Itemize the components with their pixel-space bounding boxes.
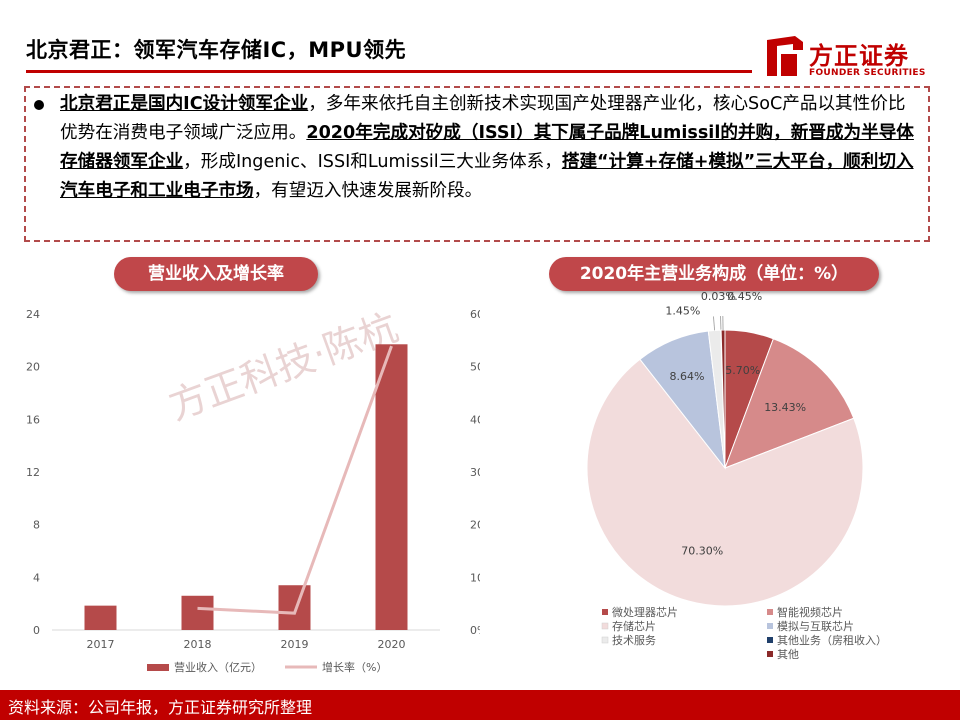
pie-data-label: 0.45% (727, 290, 762, 303)
y-right-tick-label: 400% (470, 413, 480, 426)
revenue-bar (181, 595, 214, 630)
revenue-growth-chart: 方正科技·陈杭048121620240%100%200%300%400%500%… (26, 305, 480, 674)
legend-label: 其他 (777, 648, 799, 661)
brand-logo: 方正证券 FOUNDER SECURITIES (767, 36, 937, 80)
x-tick-label: 2019 (281, 638, 309, 651)
legend-label: 模拟与互联芯片 (777, 619, 854, 633)
y-right-tick-label: 0% (470, 624, 480, 637)
summary-highlight: 北京君正是国内IC设计领军企业 (60, 94, 309, 114)
x-tick-label: 2020 (378, 638, 406, 651)
composition-chart-title: 2020年主营业务构成（单位：%） (549, 257, 879, 291)
summary-box (24, 86, 930, 242)
business-composition-pie: 5.70% 13.43% 70.30% 8.64% 1.45%0.03%0.45% 微处理… (586, 290, 887, 661)
pie-leader-line (713, 316, 715, 331)
pie-data-label: 13.43% (764, 401, 806, 414)
y-left-tick-label: 20 (26, 361, 40, 374)
legend-label: 技术服务 (612, 634, 656, 647)
pie-data-label: 70.30% (681, 544, 723, 557)
founder-logo-icon (767, 36, 803, 76)
x-tick-label: 2018 (184, 638, 212, 651)
pie-slice (724, 338, 855, 469)
summary-run: ，多年来依托自主创新技术实现国产处理器产业化，核心SoC产品以其性价比优势在消费… (60, 94, 906, 143)
legend-swatch-revenue (147, 664, 169, 671)
legend-label: 存储芯片 (612, 619, 656, 633)
y-right-tick-label: 500% (470, 361, 480, 374)
revenue-bar (375, 344, 408, 630)
y-right-tick-label: 600% (470, 308, 480, 321)
pie-slice (586, 358, 864, 607)
bullet-dot (34, 100, 44, 110)
footer-bar: 资料来源：公司年报，方正证券研究所整理 (0, 690, 960, 720)
title-divider (26, 70, 752, 73)
summary-run: ，形成Ingenic、ISSI和Lumissil三大业务体系， (183, 152, 562, 172)
pie-data-label: 0.03% (701, 290, 736, 303)
revenue-bar (84, 605, 117, 630)
y-left-tick-label: 4 (33, 571, 40, 584)
y-left-tick-label: 24 (26, 308, 40, 321)
pie-data-label: 8.64% (670, 370, 705, 383)
x-tick-label: 2017 (87, 638, 115, 651)
legend-swatch (601, 622, 609, 630)
y-right-tick-label: 300% (470, 466, 480, 479)
summary-highlight: 2020年完成对矽成（ISSI）其下属子品牌Lumissil的并购，新晋成为半导… (60, 123, 914, 172)
legend-swatch (767, 609, 773, 615)
legend-label-revenue: 营业收入（亿元） (174, 660, 262, 674)
y-right-tick-label: 200% (470, 519, 480, 532)
y-left-tick-label: 16 (26, 413, 40, 426)
revenue-bar (278, 585, 311, 630)
legend-swatch (767, 651, 773, 657)
legend-swatch (602, 609, 608, 615)
legend-label-growth: 增长率（%） (322, 660, 387, 674)
y-left-tick-label: 0 (33, 624, 40, 637)
brand-name-cn: 方正证券 (809, 42, 909, 70)
legend-swatch (767, 623, 773, 629)
y-left-tick-label: 8 (33, 519, 40, 532)
legend-label: 微处理器芯片 (612, 605, 678, 619)
pie-slice (720, 329, 726, 469)
legend-swatch (601, 636, 609, 644)
legend-label: 其他业务（房租收入） (777, 633, 887, 647)
revenue-chart-title: 营业收入及增长率 (114, 257, 318, 291)
legend-label: 智能视频芯片 (777, 605, 843, 619)
source-note: 资料来源：公司年报，方正证券研究所整理 (8, 698, 313, 717)
legend-swatch (767, 637, 773, 643)
summary-highlight: 搭建“计算+存储+模拟”三大平台，顺利切入汽车电子和工业电子市场 (60, 152, 914, 201)
pie-data-label: 5.70% (725, 364, 760, 377)
y-right-tick-label: 100% (470, 571, 480, 584)
growth-line (197, 345, 393, 615)
y-left-tick-label: 12 (26, 466, 40, 479)
page-title: 北京君正：领军汽车存储IC，MPU领先 (26, 38, 407, 62)
summary-run: ，有望迈入快速发展新阶段。 (253, 181, 483, 201)
summary-text: 北京君正是国内IC设计领军企业，多年来依托自主创新技术实现国产处理器产业化，核心… (60, 90, 922, 206)
brand-name-en: FOUNDER SECURITIES (809, 68, 926, 78)
pie-data-label: 1.45% (665, 304, 700, 317)
